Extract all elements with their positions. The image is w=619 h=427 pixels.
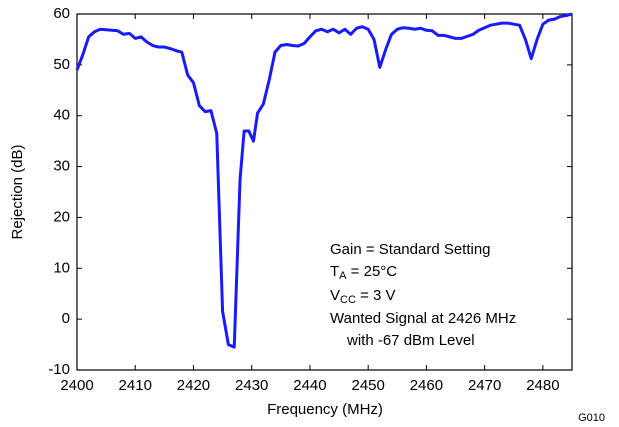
annotation-text: Gain = Standard Setting: [330, 241, 491, 258]
annotation-text: = 3 V: [356, 287, 396, 304]
y-axis-label: Rejection (dB): [9, 144, 26, 239]
x-tick-label: 2440: [293, 377, 326, 394]
annotation: Wanted Signal at 2426 MHz: [330, 310, 516, 327]
y-tick-label: 40: [53, 107, 70, 124]
x-axis-label: Frequency (MHz): [267, 401, 383, 418]
data-line: [75, 12, 573, 349]
x-tick-label: 2470: [468, 377, 501, 394]
y-tick-label: 20: [53, 208, 70, 225]
x-tick-label: 2450: [351, 377, 384, 394]
y-tick-label: -10: [48, 361, 70, 378]
x-tick-label: 2480: [526, 377, 559, 394]
annotation-text: = 25°C: [347, 263, 398, 280]
figure-id: G010: [578, 412, 605, 424]
annotation: with -67 dBm Level: [346, 332, 475, 349]
annotation: VCC = 3 V: [330, 287, 396, 306]
y-tick-label: 60: [53, 5, 70, 22]
annotation-text: T: [330, 263, 339, 280]
annotation-text: Wanted Signal at 2426 MHz: [330, 310, 516, 327]
y-tick-label: 50: [53, 56, 70, 73]
plot-frame: [76, 13, 573, 371]
y-tick-label: 30: [53, 158, 70, 175]
x-tick-label: 2460: [410, 377, 443, 394]
x-tick-label: 2420: [177, 377, 210, 394]
y-tick-label: 10: [53, 259, 70, 276]
x-tick-label: 2410: [119, 377, 152, 394]
annotation: Gain = Standard Setting: [330, 241, 491, 258]
annotation-subscript: CC: [340, 294, 356, 306]
x-tick-label: 2400: [60, 377, 93, 394]
annotation-text: V: [330, 287, 340, 304]
y-tick-label: 0: [62, 310, 70, 327]
annotation-text: with -67 dBm Level: [346, 332, 475, 349]
annotation: TA = 25°C: [330, 263, 397, 282]
x-tick-label: 2430: [235, 377, 268, 394]
annotation-subscript: A: [339, 270, 347, 282]
